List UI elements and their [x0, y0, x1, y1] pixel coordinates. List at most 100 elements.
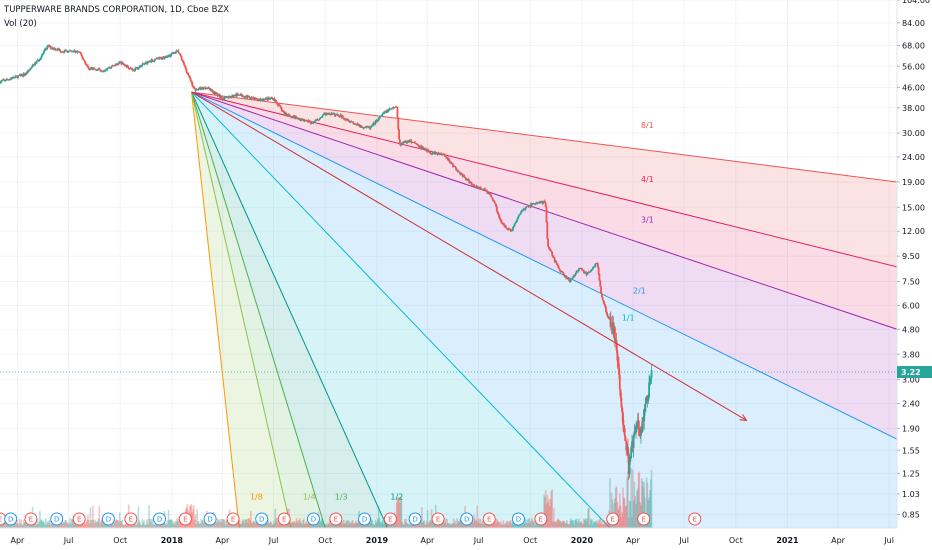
- price-candles: [0, 44, 653, 481]
- time-tick-label: Jul: [883, 536, 894, 545]
- earnings-event-marker[interactable]: E: [178, 512, 192, 526]
- volume-bar: [629, 501, 632, 528]
- time-axis[interactable]: Apr Jul Oct 2018 Apr Jul Oct 2019 Apr Jul Oct 2020 A…: [0, 527, 932, 550]
- volume-bar: [531, 518, 533, 528]
- volume-bar: [112, 524, 115, 528]
- earnings-event-marker[interactable]: E: [226, 512, 240, 526]
- earnings-event-marker[interactable]: E: [124, 512, 138, 526]
- volume-bar: [152, 519, 154, 528]
- candle-body: [563, 274, 566, 277]
- candle-body: [622, 412, 624, 426]
- dividend-event-marker[interactable]: D: [203, 512, 217, 526]
- earnings-event-marker[interactable]: E: [606, 512, 620, 526]
- volume-bar: [646, 482, 649, 528]
- price-axis[interactable]: 0.85 1.03 1.25 1.55 1.90 2.40 3.00 3.80 4.80 6.00…: [896, 0, 932, 550]
- fan-label-4-1: 4/1: [641, 175, 654, 184]
- earnings-event-marker[interactable]: E: [329, 512, 343, 526]
- event-markers: EDEDEDEDEDEDEDEDEDEDEDEEEE: [0, 512, 702, 526]
- dividend-event-marker[interactable]: D: [511, 512, 525, 526]
- volume-bar: [242, 520, 245, 528]
- candle-body: [511, 229, 514, 232]
- event-letter: D: [207, 516, 212, 524]
- volume-bar: [503, 524, 505, 528]
- volume-bar: [123, 524, 126, 528]
- event-letter: E: [129, 516, 133, 524]
- dividend-event-marker[interactable]: D: [4, 512, 18, 526]
- candle-body: [338, 116, 341, 117]
- earnings-event-marker[interactable]: E: [383, 512, 397, 526]
- candle-body: [280, 106, 282, 109]
- earnings-event-marker[interactable]: E: [534, 512, 548, 526]
- candle-body: [359, 124, 361, 127]
- volume-bar: [165, 523, 167, 528]
- event-circle: [153, 512, 167, 526]
- volume-bar: [322, 520, 325, 528]
- last-price-badge: [897, 366, 932, 379]
- time-tick-label: Apr: [831, 536, 846, 545]
- volume-bar: [373, 524, 376, 528]
- dividend-event-marker[interactable]: D: [101, 512, 115, 526]
- candle-body: [322, 114, 325, 116]
- volume-bar: [91, 520, 93, 528]
- volume-bar: [506, 521, 509, 528]
- candle-body: [379, 116, 382, 117]
- volume-bar: [585, 521, 588, 528]
- candle-body: [381, 113, 384, 115]
- volume-bar: [590, 520, 593, 528]
- volume-bar: [566, 523, 569, 528]
- volume-bar: [134, 524, 136, 528]
- dividend-event-marker[interactable]: D: [460, 512, 474, 526]
- volume-bar: [178, 521, 180, 528]
- candle-body: [42, 52, 45, 55]
- candle-body: [372, 123, 374, 126]
- volume-bar: [412, 524, 415, 528]
- dividend-event-marker[interactable]: D: [50, 512, 64, 526]
- candle-body: [236, 93, 239, 95]
- earnings-event-marker[interactable]: E: [482, 512, 496, 526]
- volume-bar: [199, 523, 202, 528]
- dividend-event-marker[interactable]: D: [153, 512, 167, 526]
- event-letter: E: [611, 516, 615, 524]
- dividend-event-marker[interactable]: D: [358, 512, 372, 526]
- volume-bar: [114, 519, 116, 528]
- volume-bar: [636, 490, 638, 528]
- dividend-event-marker[interactable]: D: [306, 512, 320, 526]
- volume-bar: [62, 521, 65, 528]
- earnings-event-marker[interactable]: E: [72, 512, 86, 526]
- volume-bar: [66, 522, 69, 528]
- volume-bar: [294, 521, 296, 528]
- volume-bar: [213, 524, 215, 528]
- volume-bar: [92, 505, 94, 528]
- earnings-event-marker[interactable]: E: [24, 512, 38, 526]
- volume-bar: [580, 521, 583, 528]
- candle-body: [352, 122, 355, 124]
- earnings-event-marker[interactable]: E: [637, 512, 651, 526]
- volume-bar: [180, 521, 182, 528]
- earnings-event-marker[interactable]: E: [277, 512, 291, 526]
- candle-body: [65, 50, 68, 52]
- trend-arrow[interactable]: [191, 91, 748, 421]
- volume-bar: [478, 518, 480, 528]
- candle-body: [619, 389, 622, 398]
- dividend-event-marker[interactable]: D: [408, 512, 422, 526]
- time-tick-label: Oct: [729, 536, 743, 545]
- volume-bar: [499, 523, 501, 528]
- volume-bar: [136, 524, 138, 528]
- candle-body: [267, 97, 270, 99]
- volume-bar: [35, 524, 38, 528]
- volume-bar: [90, 520, 93, 528]
- dividend-event-marker[interactable]: D: [255, 512, 269, 526]
- fan-line-8-1: [191, 91, 898, 183]
- candle-body: [445, 156, 448, 159]
- volume-bar: [502, 520, 505, 528]
- candle-body: [86, 64, 89, 66]
- candle-body: [315, 120, 317, 122]
- fan-line-1-2: [191, 91, 389, 529]
- volume-bar: [94, 519, 97, 528]
- earnings-event-marker[interactable]: E: [688, 512, 702, 526]
- volume-bar: [453, 523, 456, 528]
- volume-bar: [428, 521, 431, 528]
- volume-bar: [153, 524, 155, 528]
- earnings-event-marker[interactable]: E: [431, 512, 445, 526]
